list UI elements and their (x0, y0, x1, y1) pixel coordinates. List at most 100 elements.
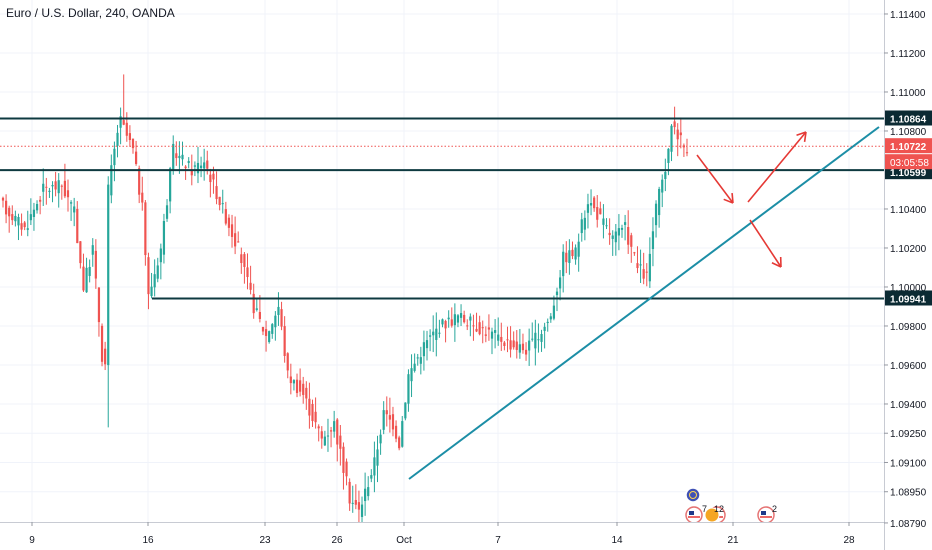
arrow-shaft (696, 154, 734, 204)
candle-body (546, 321, 549, 324)
candle (268, 330, 271, 344)
candle-body (605, 225, 608, 227)
candle (45, 177, 48, 205)
candle-body (654, 203, 658, 226)
projection-arrow (747, 131, 807, 203)
price-tick-label: 1.09800 (890, 322, 927, 333)
candle-body (175, 153, 178, 159)
candle-body (69, 202, 73, 204)
candle (73, 197, 76, 227)
level-tag-1: 1.10864 (885, 110, 932, 126)
candle (410, 354, 413, 398)
candle-body (620, 227, 624, 230)
candle (187, 157, 190, 169)
event-badges: 7 12 2 (685, 487, 777, 524)
candle (658, 186, 661, 228)
candle-body (413, 363, 416, 371)
candle (26, 210, 29, 237)
candle-body (475, 328, 478, 332)
candle-body (85, 267, 88, 293)
candle-body (633, 252, 636, 254)
candle-body (571, 249, 574, 257)
arrow-shaft (749, 219, 782, 268)
price-tick-label: 1.11000 (890, 88, 926, 99)
candle-body (141, 192, 144, 203)
candle (218, 196, 221, 211)
arrow-head (796, 131, 807, 136)
candle-body (463, 314, 466, 323)
price-tick-label: 1.10800 (890, 127, 927, 138)
candle-body (382, 410, 385, 430)
symbol-title: Euro / U.S. Dollar, 240, OANDA (6, 6, 175, 20)
candle (497, 317, 500, 346)
arrow-head (731, 192, 734, 204)
candle-body (116, 132, 119, 146)
candle (354, 484, 357, 510)
candle (249, 265, 252, 295)
candle (295, 373, 299, 398)
candle (119, 107, 122, 145)
price-tick-label: 1.09100 (890, 458, 927, 469)
candle-body (627, 226, 630, 245)
arrow-head (771, 262, 782, 268)
candle (422, 330, 426, 371)
candle-body (379, 434, 382, 444)
candle-body (518, 344, 521, 353)
candle (60, 184, 63, 200)
candle (407, 369, 410, 412)
candle-body (512, 340, 515, 348)
candle-body (577, 241, 580, 257)
candle-body (679, 132, 682, 136)
candle-body (199, 165, 203, 169)
candle-body (66, 190, 70, 198)
level-tag-2-text: 1.10599 (890, 168, 927, 179)
candle (264, 320, 268, 352)
candle-body (596, 207, 599, 220)
candle-body (107, 184, 110, 366)
candle (515, 330, 518, 359)
candle-body (134, 151, 138, 164)
candle-body (295, 379, 299, 394)
candle-body (224, 209, 227, 224)
arrow-head (803, 131, 807, 143)
candle-body (181, 154, 184, 160)
candle-body (651, 231, 655, 249)
candle (534, 319, 537, 366)
candle-body (494, 330, 497, 333)
candle-body (370, 475, 373, 479)
candle-body (419, 357, 422, 364)
candle-body (407, 374, 410, 404)
projection-arrow (696, 154, 734, 204)
candle-body (450, 319, 453, 326)
grid-layer (0, 0, 884, 524)
candle (348, 478, 351, 511)
candle (679, 117, 682, 149)
candle-body (252, 293, 255, 314)
candle (404, 402, 407, 421)
candle-body (354, 500, 357, 505)
candle-body (54, 181, 57, 190)
level-tag-3-text: 1.09941 (890, 294, 927, 305)
price-tick-label: 1.09250 (890, 429, 927, 440)
candle-body (314, 411, 317, 423)
candle-body (623, 222, 627, 225)
candle (385, 396, 388, 427)
candle (8, 205, 11, 233)
candle-body (673, 121, 676, 128)
candle (630, 232, 633, 263)
candle (611, 230, 614, 256)
candle-body (63, 180, 66, 197)
candle-body (589, 203, 593, 206)
candle (345, 458, 348, 486)
candle-body (438, 332, 441, 334)
candle (673, 106, 676, 135)
time-tick-label: 16 (142, 535, 154, 546)
candle (141, 176, 144, 211)
eu-flag-icon (685, 487, 701, 503)
candle (57, 173, 60, 208)
candle (593, 196, 596, 212)
candle (104, 341, 107, 371)
candle (413, 353, 416, 373)
